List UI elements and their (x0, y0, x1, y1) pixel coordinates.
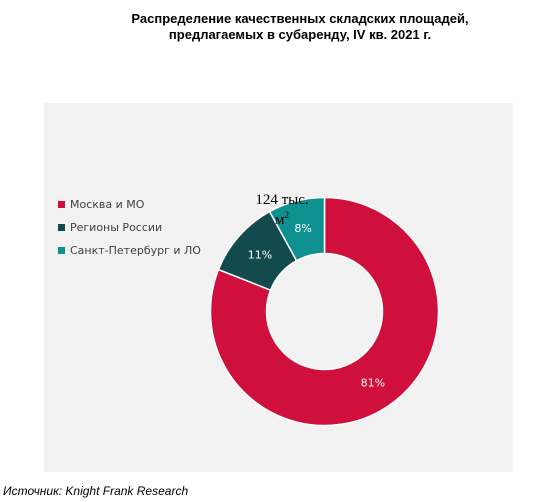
source-note: Источник: Knight Frank Research (3, 484, 189, 498)
donut-slice-spb (268, 196, 326, 262)
legend-swatch-spb (58, 247, 65, 254)
legend-label-moscow: Москва и МО (70, 198, 145, 211)
legend-item-moscow: Москва и МО (58, 193, 201, 216)
donut-slice-moscow (209, 196, 440, 427)
center-unit-text: м (275, 212, 285, 228)
data-label-regions: 11% (248, 249, 272, 262)
chart-title-line-1: Распределение качественных складских пло… (131, 11, 469, 26)
chart-title: Распределение качественных складских пло… (110, 11, 490, 43)
legend-swatch-moscow (58, 201, 65, 208)
data-label-spb: 8% (294, 222, 311, 235)
center-total-unit: м2 (227, 210, 337, 230)
legend-item-spb: Санкт-Петербург и ЛО (58, 239, 201, 262)
legend-item-regions: Регионы России (58, 216, 201, 239)
center-total-value: 124 тыс. (255, 192, 309, 208)
data-label-moscow: 81% (361, 377, 385, 390)
donut-center-label: 124 тыс. м2 (227, 190, 337, 230)
legend-label-regions: Регионы России (70, 221, 163, 234)
legend-label-spb: Санкт-Петербург и ЛО (70, 244, 201, 257)
chart-title-line-2: предлагаемых в субаренду, IV кв. 2021 г. (168, 27, 432, 42)
center-unit-superscript: 2 (284, 210, 290, 220)
legend-swatch-regions (58, 224, 65, 231)
chart-legend: Москва и МО Регионы России Санкт-Петербу… (58, 193, 201, 262)
